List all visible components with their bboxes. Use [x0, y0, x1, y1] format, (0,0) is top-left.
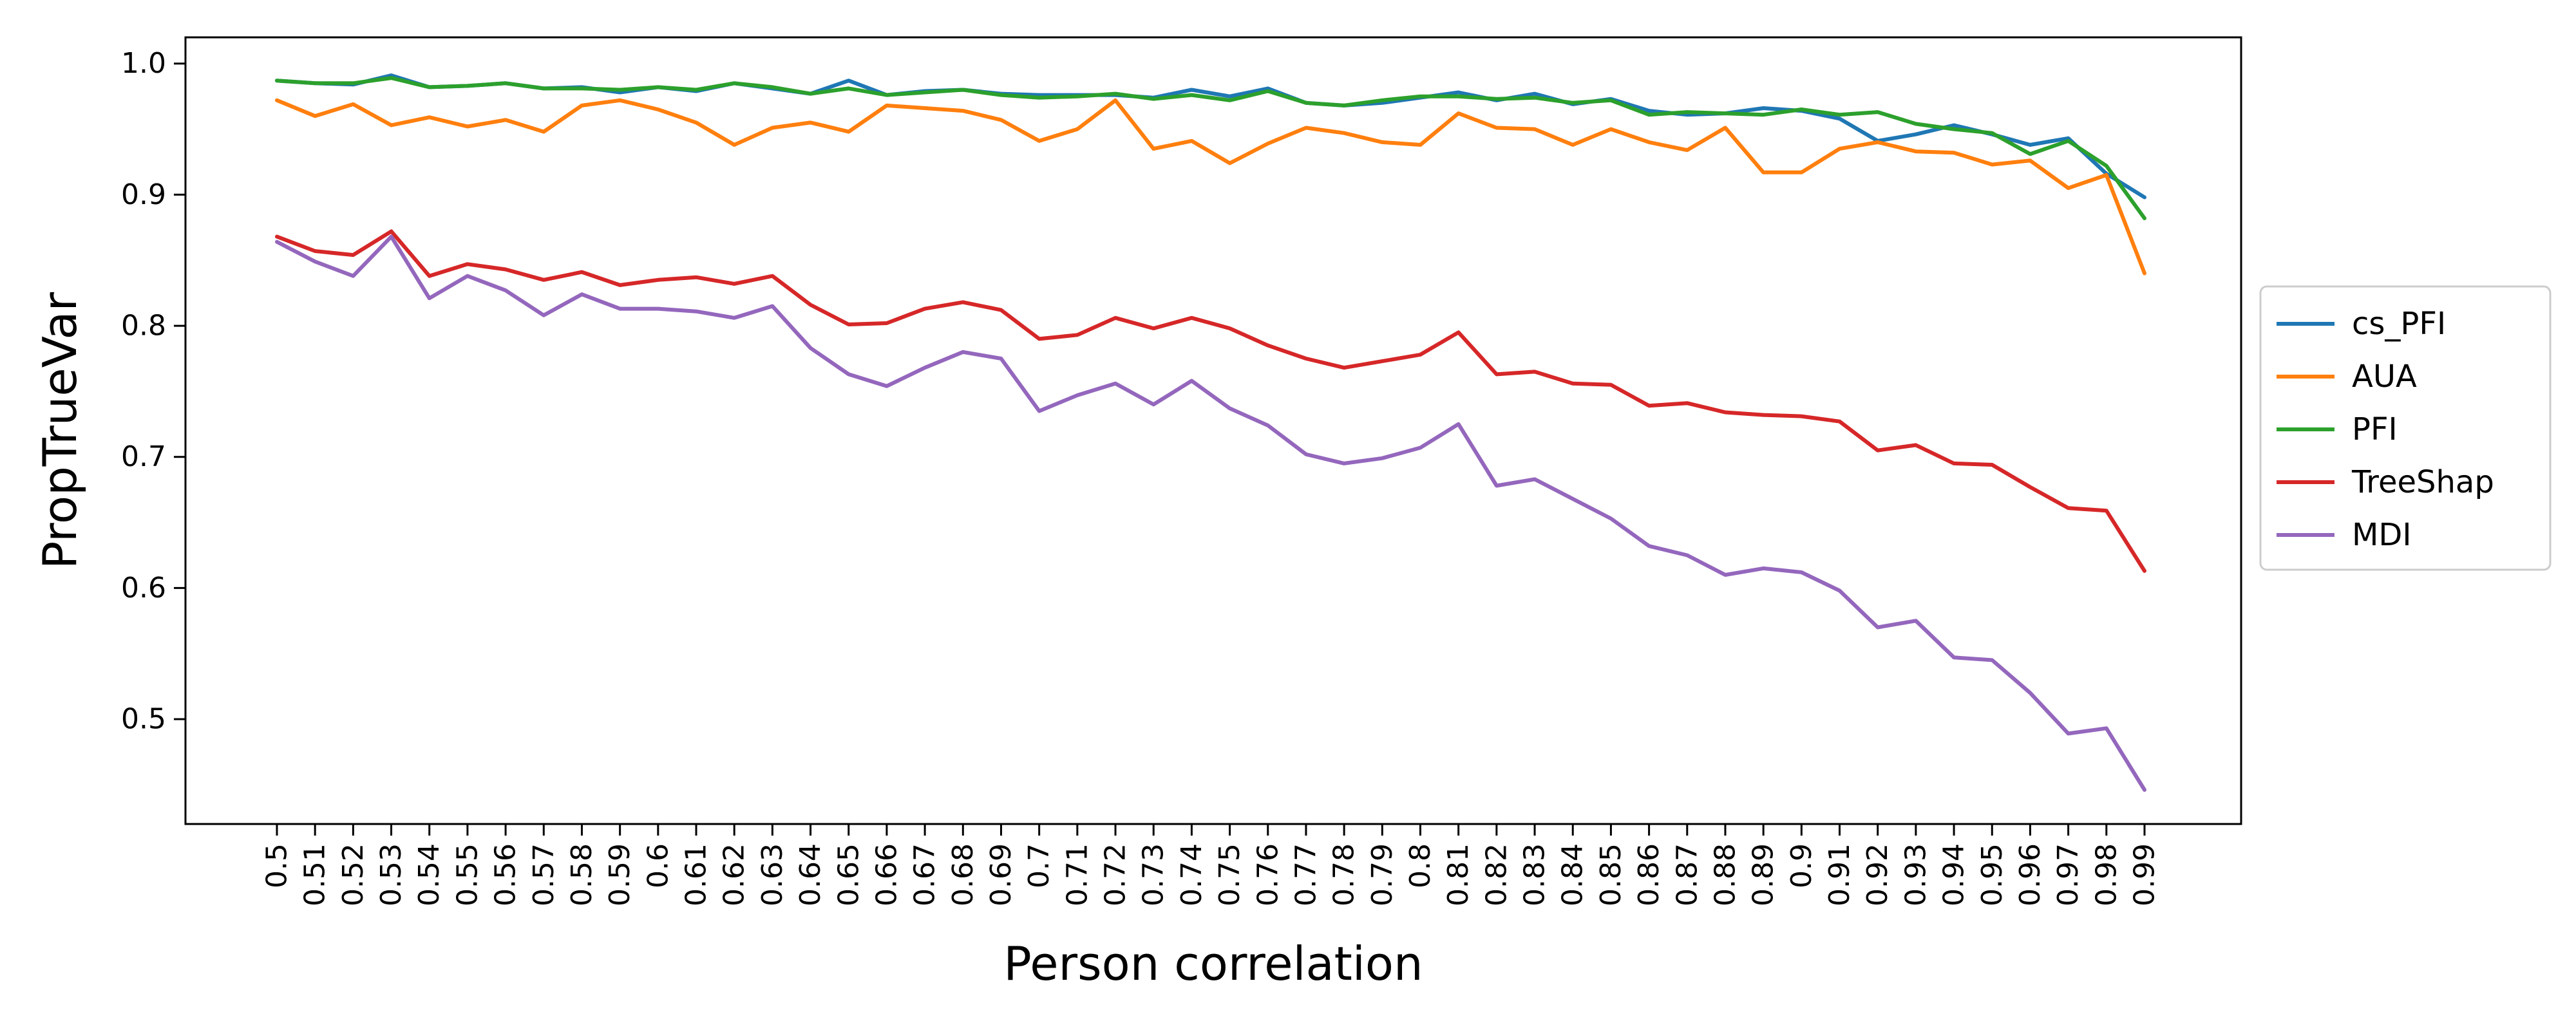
x-tick-label: 0.93 [1899, 843, 1932, 906]
x-tick-label: 0.86 [1633, 843, 1665, 906]
x-tick-label: 0.88 [1709, 843, 1742, 906]
x-tick-label: 0.7 [1023, 843, 1056, 888]
x-tick-label: 0.76 [1251, 843, 1284, 906]
legend-label-cs_PFI: cs_PFI [2352, 306, 2446, 342]
x-tick-label: 0.51 [299, 843, 332, 906]
series-line-TreeShap [275, 229, 2146, 573]
x-tick-label: 0.6 [641, 843, 674, 888]
x-tick-label: 0.5 [261, 843, 294, 888]
x-tick-label: 0.63 [756, 843, 789, 906]
series-layer [275, 73, 2146, 792]
x-tick-label: 0.77 [1290, 843, 1323, 906]
series-line-PFI [275, 76, 2146, 221]
legend-label-MDI: MDI [2352, 517, 2412, 553]
x-tick-label: 0.85 [1595, 843, 1627, 906]
x-tick-label: 0.72 [1099, 843, 1132, 906]
x-tick-label: 0.83 [1519, 843, 1551, 906]
x-tick-label: 0.87 [1671, 843, 1703, 906]
x-tick-label: 0.57 [527, 843, 560, 906]
x-tick-label: 0.55 [451, 843, 484, 906]
y-tick-label: 0.6 [121, 572, 166, 604]
legend-label-AUA: AUA [2352, 359, 2417, 395]
x-tick-label: 0.8 [1404, 843, 1437, 888]
y-tick-label: 1.0 [121, 47, 166, 80]
x-tick-label: 0.69 [985, 843, 1018, 906]
x-tick-label: 0.66 [870, 843, 903, 906]
legend-label-TreeShap: TreeShap [2351, 464, 2494, 500]
x-tick-label: 0.9 [1785, 843, 1818, 888]
x-tick-label: 0.94 [1938, 843, 1971, 906]
x-tick-label: 0.99 [2128, 843, 2161, 906]
x-tick-label: 0.82 [1480, 843, 1513, 906]
legend-label-PFI: PFI [2352, 411, 2398, 447]
x-tick-label: 0.78 [1328, 843, 1361, 906]
y-tick-label: 0.9 [121, 178, 166, 211]
x-tick-label: 0.53 [375, 843, 408, 906]
x-tick-label: 0.92 [1861, 843, 1894, 906]
x-tick-label: 0.71 [1061, 843, 1094, 906]
x-tick-label: 0.81 [1442, 843, 1475, 906]
x-tick-label: 0.54 [413, 843, 446, 906]
x-tick-label: 0.68 [947, 843, 980, 906]
x-tick-label: 0.73 [1137, 843, 1170, 906]
y-axis: 0.5 0.6 0.7 0.8 0.9 1.0 [121, 47, 185, 736]
x-tick-label: 0.56 [489, 843, 522, 906]
x-tick-label: 0.91 [1823, 843, 1856, 906]
x-tick-label: 0.64 [794, 843, 827, 906]
x-tick-label: 0.95 [1976, 843, 2009, 906]
x-tick-label: 0.84 [1557, 843, 1589, 906]
x-axis: 0.5 0.51 0.52 0.53 0.54 0.55 0.56 0.57 0.58 0.59 0… [261, 824, 2161, 906]
plot-frame [184, 36, 2242, 825]
y-tick-label: 0.8 [121, 310, 166, 342]
x-tick-label: 0.74 [1175, 843, 1208, 906]
legend: cs_PFI AUA PFI TreeShap MDI [2259, 285, 2552, 571]
x-tick-label: 0.97 [2052, 843, 2085, 906]
x-tick-label: 0.58 [565, 843, 598, 906]
x-tick-label: 0.96 [2014, 843, 2047, 906]
x-tick-label: 0.89 [1747, 843, 1780, 906]
x-tick-label: 0.79 [1366, 843, 1399, 906]
x-axis-title: Person correlation [1003, 937, 1423, 991]
series-line-MDI [275, 234, 2146, 792]
x-tick-label: 0.98 [2090, 843, 2123, 906]
y-tick-label: 0.5 [121, 703, 166, 736]
x-tick-label: 0.62 [718, 843, 751, 906]
x-tick-label: 0.75 [1213, 843, 1246, 906]
x-tick-label: 0.61 [680, 843, 713, 906]
x-tick-label: 0.59 [603, 843, 636, 906]
x-tick-label: 0.65 [832, 843, 865, 906]
legend-box [2259, 285, 2552, 571]
x-tick-label: 0.52 [337, 843, 370, 906]
series-line-AUA [275, 98, 2146, 276]
x-tick-label: 0.67 [909, 843, 942, 906]
y-tick-label: 0.7 [121, 440, 166, 473]
y-axis-title: PropTrueVar [33, 292, 87, 569]
